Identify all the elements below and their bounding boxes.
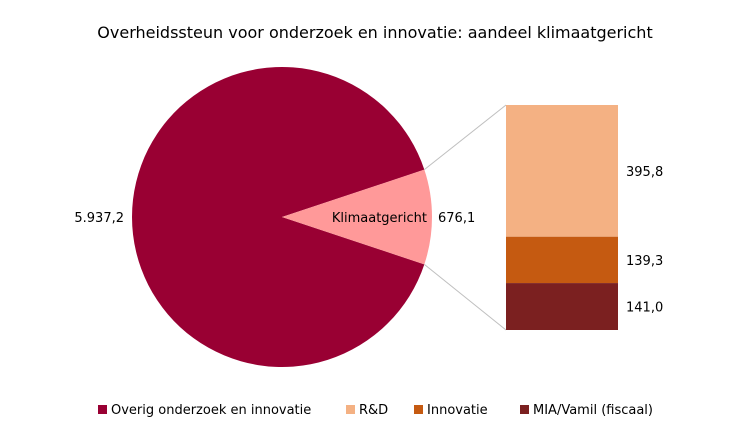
pie-slice-klimaatgericht (282, 169, 432, 265)
connector-line-top (424, 104, 507, 171)
bar-value-label-innovatie: 139,3 (626, 254, 663, 269)
bar-segment-mia-vamil-fiscaal (506, 283, 618, 330)
bar-value-label-mia-vamil-fiscaal: 141,0 (626, 301, 663, 316)
legend-label-innovatie: Innovatie (427, 403, 488, 418)
pie-value-label-klimaatgericht: 676,1 (438, 211, 475, 226)
legend-swatch-mia-vamil-fiscaal (520, 405, 529, 414)
bar-value-label-r-d: 395,8 (626, 165, 663, 180)
legend-label-overig-onderzoek-en-innovatie: Overig onderzoek en innovatie (111, 403, 311, 418)
pie-value-label-overig-onderzoek-en-innovatie: 5.937,2 (74, 211, 124, 226)
legend: Overig onderzoek en innovatie R&D Innovati… (98, 403, 653, 418)
connector-lines (424, 104, 507, 331)
breakdown-bar: 395,8 139,3 141,0 (506, 105, 663, 330)
legend-swatch-r-d (346, 405, 355, 414)
chart-title: Overheidssteun voor onderzoek en innovat… (97, 23, 652, 42)
bar-segment-innovatie (506, 236, 618, 284)
legend-label-mia-vamil-fiscaal: MIA/Vamil (fiscaal) (533, 403, 653, 418)
bar-segment-r-d (506, 105, 618, 237)
pie: 5.937,2 676,1 Klimaatgericht (74, 67, 475, 368)
legend-swatch-innovatie (414, 405, 423, 414)
connector-line-bottom (424, 263, 507, 331)
pie-category-label-klimaatgericht: Klimaatgericht (332, 211, 427, 226)
legend-label-r-d: R&D (359, 403, 388, 418)
legend-swatch-overig-onderzoek-en-innovatie (98, 405, 107, 414)
pie-slice-overig-onderzoek-en-innovatie (132, 67, 425, 368)
